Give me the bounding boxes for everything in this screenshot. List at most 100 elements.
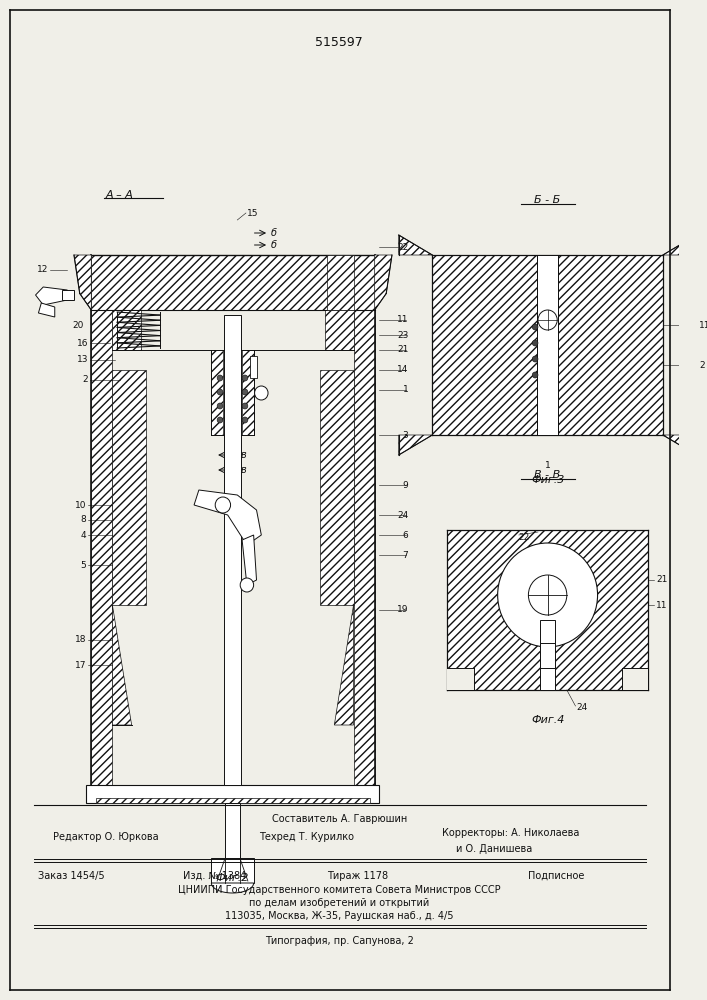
Text: 1: 1 — [402, 385, 409, 394]
Polygon shape — [211, 883, 254, 893]
Text: 23: 23 — [397, 330, 409, 340]
Text: 4: 4 — [81, 530, 86, 540]
Circle shape — [242, 417, 248, 423]
Circle shape — [255, 386, 268, 400]
Text: 22: 22 — [519, 534, 530, 542]
Bar — [320, 370, 354, 605]
Bar — [354, 255, 375, 785]
Text: Б - Б: Б - Б — [534, 195, 561, 205]
Text: Тираж 1178: Тираж 1178 — [327, 871, 387, 881]
Text: Типография, пр. Сапунова, 2: Типография, пр. Сапунова, 2 — [264, 936, 414, 946]
Bar — [211, 350, 223, 435]
Bar — [112, 370, 146, 605]
Text: и О. Данишева: и О. Данишева — [456, 844, 532, 854]
Text: 16: 16 — [77, 338, 88, 348]
Polygon shape — [375, 255, 392, 310]
Text: 22: 22 — [397, 242, 409, 251]
Text: В - В: В - В — [534, 470, 561, 480]
Text: А – А: А – А — [105, 190, 134, 200]
Circle shape — [217, 403, 223, 409]
Bar — [327, 255, 354, 310]
Text: 113035, Москва, Ж-35, Раушская наб., д. 4/5: 113035, Москва, Ж-35, Раушская наб., д. … — [225, 911, 453, 921]
Text: Подписное: Подписное — [528, 871, 585, 881]
Text: 11: 11 — [656, 600, 667, 609]
Text: Корректоры: А. Николаева: Корректоры: А. Николаева — [442, 828, 579, 838]
Text: 11: 11 — [699, 320, 707, 330]
Circle shape — [215, 497, 230, 513]
Text: 7: 7 — [402, 550, 409, 560]
Text: Фиг.3: Фиг.3 — [531, 475, 564, 485]
Bar — [242, 350, 254, 435]
Text: 18: 18 — [75, 636, 86, 645]
Polygon shape — [334, 605, 354, 725]
Bar — [250, 356, 257, 378]
Text: 24: 24 — [576, 704, 588, 712]
Text: Составитель А. Гаврюшин: Составитель А. Гаврюшин — [271, 814, 407, 824]
Bar — [96, 798, 370, 803]
Polygon shape — [112, 605, 132, 725]
Text: 9: 9 — [402, 481, 409, 489]
Circle shape — [532, 356, 538, 362]
Text: б: б — [271, 228, 277, 238]
Bar — [537, 255, 558, 435]
Polygon shape — [663, 435, 696, 455]
Text: б: б — [271, 240, 277, 250]
Text: 10: 10 — [75, 500, 86, 510]
Polygon shape — [38, 303, 54, 317]
Text: Редактор О. Юркова: Редактор О. Юркова — [53, 832, 158, 842]
Circle shape — [498, 543, 597, 647]
Text: 20: 20 — [72, 320, 83, 330]
Text: 17: 17 — [75, 660, 86, 670]
Bar — [86, 785, 380, 803]
Bar — [91, 255, 375, 310]
Bar — [447, 668, 474, 690]
Text: 24: 24 — [397, 510, 409, 520]
Text: Техред Т. Курилко: Техред Т. Курилко — [259, 832, 354, 842]
Polygon shape — [399, 435, 432, 455]
Bar — [211, 858, 254, 883]
Text: Заказ 1454/5: Заказ 1454/5 — [38, 871, 105, 881]
Bar — [540, 620, 555, 690]
Text: ЦНИИПИ Государственного комитета Совета Министров СССР: ЦНИИПИ Государственного комитета Совета … — [178, 885, 501, 895]
Text: 3: 3 — [402, 430, 409, 440]
Polygon shape — [399, 235, 432, 255]
Bar — [325, 310, 354, 350]
Bar — [540, 643, 555, 668]
Text: 1: 1 — [544, 460, 551, 470]
Circle shape — [240, 578, 254, 592]
Polygon shape — [35, 287, 67, 305]
Text: 2: 2 — [83, 375, 88, 384]
Circle shape — [217, 375, 223, 381]
Text: Фиг.2: Фиг.2 — [216, 873, 249, 883]
Bar — [91, 255, 112, 785]
Text: 21: 21 — [656, 576, 667, 584]
Circle shape — [242, 375, 248, 381]
Text: 6: 6 — [402, 530, 409, 540]
Bar — [62, 290, 74, 300]
Bar — [112, 310, 141, 350]
Bar — [621, 668, 648, 690]
Polygon shape — [194, 490, 262, 545]
Bar — [225, 803, 240, 858]
Text: 8: 8 — [81, 516, 86, 524]
Text: 515597: 515597 — [315, 35, 363, 48]
Circle shape — [242, 403, 248, 409]
Text: в: в — [240, 450, 246, 460]
Circle shape — [532, 324, 538, 330]
Text: 19: 19 — [397, 605, 409, 614]
Text: 12: 12 — [37, 265, 48, 274]
Circle shape — [217, 389, 223, 395]
Bar — [224, 315, 241, 785]
Text: в: в — [240, 465, 246, 475]
Text: 13: 13 — [77, 356, 88, 364]
Polygon shape — [663, 235, 696, 255]
Text: 14: 14 — [397, 365, 409, 374]
Polygon shape — [242, 535, 257, 585]
Text: 21: 21 — [397, 346, 409, 355]
Circle shape — [217, 417, 223, 423]
Circle shape — [532, 372, 538, 378]
Bar — [447, 530, 648, 690]
Text: 2: 2 — [699, 360, 705, 369]
Circle shape — [532, 340, 538, 346]
Text: по делам изобретений и открытий: по делам изобретений и открытий — [249, 898, 429, 908]
